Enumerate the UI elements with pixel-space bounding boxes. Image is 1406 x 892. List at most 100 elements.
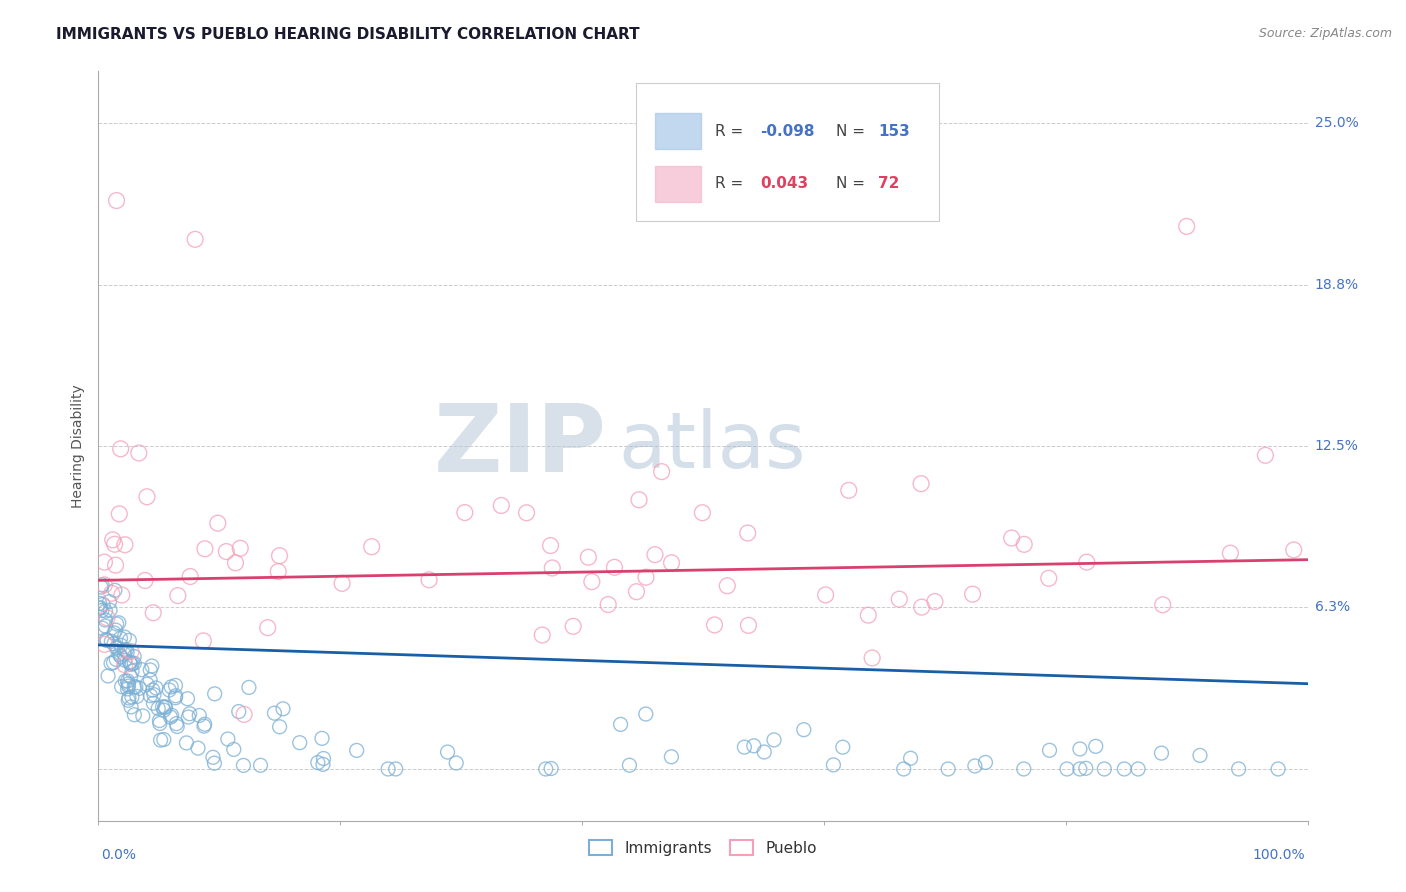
Point: [1254, 448, 1277, 462]
Point: [754, 745, 776, 759]
Point: [1012, 762, 1035, 776]
Point: [267, 565, 290, 579]
Legend: Immigrants, Pueblo: Immigrants, Pueblo: [583, 833, 823, 862]
Point: [858, 608, 880, 623]
Point: [1038, 571, 1060, 585]
Point: [155, 700, 177, 714]
Point: [132, 709, 155, 723]
Point: [110, 680, 132, 694]
Point: [91, 621, 114, 635]
Point: [110, 632, 132, 646]
Point: [90, 603, 112, 617]
Point: [100, 586, 122, 600]
Point: [534, 762, 557, 776]
Point: [128, 446, 150, 460]
Point: [94, 632, 117, 647]
Point: [139, 673, 162, 687]
Text: IMMIGRANTS VS PUEBLO HEARING DISABILITY CORRELATION CHART: IMMIGRANTS VS PUEBLO HEARING DISABILITY …: [56, 27, 640, 42]
Point: [103, 626, 125, 640]
Point: [311, 731, 333, 746]
Point: [108, 648, 131, 662]
Point: [157, 683, 180, 698]
Point: [96, 611, 118, 625]
Point: [232, 758, 254, 772]
Point: [838, 483, 860, 498]
Point: [105, 640, 128, 655]
Point: [120, 699, 142, 714]
Point: [269, 549, 291, 563]
Point: [105, 616, 128, 631]
Text: 18.8%: 18.8%: [1315, 277, 1358, 292]
Point: [97, 669, 120, 683]
Point: [562, 619, 585, 633]
Point: [814, 588, 837, 602]
Text: N =: N =: [837, 124, 870, 139]
FancyBboxPatch shape: [655, 113, 700, 149]
Point: [1267, 762, 1289, 776]
Point: [1282, 543, 1305, 558]
Point: [194, 541, 217, 556]
Point: [142, 683, 165, 698]
Point: [1219, 546, 1241, 560]
Point: [910, 476, 932, 491]
Point: [531, 628, 554, 642]
Point: [139, 689, 162, 703]
Point: [1074, 761, 1097, 775]
Point: [229, 541, 252, 556]
Point: [104, 583, 127, 598]
Point: [114, 674, 136, 689]
Point: [105, 652, 128, 666]
Point: [93, 637, 115, 651]
Point: [733, 740, 755, 755]
Point: [122, 649, 145, 664]
Point: [105, 640, 128, 655]
Text: 12.5%: 12.5%: [1315, 439, 1358, 453]
Point: [541, 561, 564, 575]
Point: [115, 645, 138, 659]
Point: [204, 687, 226, 701]
Point: [165, 716, 187, 731]
Point: [330, 576, 353, 591]
Point: [145, 681, 167, 695]
Point: [153, 699, 176, 714]
Point: [118, 655, 141, 669]
Text: atlas: atlas: [619, 408, 806, 484]
Point: [384, 762, 406, 776]
Point: [823, 757, 845, 772]
Point: [752, 142, 775, 156]
Point: [93, 578, 115, 592]
Point: [540, 539, 562, 553]
Point: [627, 492, 650, 507]
Point: [117, 679, 139, 693]
Point: [911, 600, 934, 615]
Point: [215, 544, 238, 558]
Point: [121, 690, 143, 704]
Point: [110, 649, 132, 664]
Point: [194, 717, 217, 731]
Point: [263, 706, 285, 720]
Point: [269, 720, 291, 734]
Text: ZIP: ZIP: [433, 400, 606, 492]
Point: [619, 758, 641, 772]
Point: [1056, 762, 1078, 776]
Point: [661, 749, 683, 764]
Point: [136, 490, 159, 504]
Point: [1188, 748, 1211, 763]
Point: [737, 618, 759, 632]
Point: [100, 634, 122, 648]
Point: [125, 690, 148, 704]
Point: [1069, 762, 1091, 776]
Point: [924, 594, 946, 608]
Point: [125, 680, 148, 694]
Text: R =: R =: [716, 124, 748, 139]
Point: [312, 751, 335, 765]
Y-axis label: Hearing Disability: Hearing Disability: [72, 384, 86, 508]
Point: [900, 751, 922, 765]
Point: [166, 719, 188, 733]
Text: Source: ZipAtlas.com: Source: ZipAtlas.com: [1258, 27, 1392, 40]
Point: [233, 707, 256, 722]
Point: [103, 637, 125, 651]
Point: [224, 556, 246, 570]
Point: [1114, 762, 1136, 776]
Point: [893, 762, 915, 776]
